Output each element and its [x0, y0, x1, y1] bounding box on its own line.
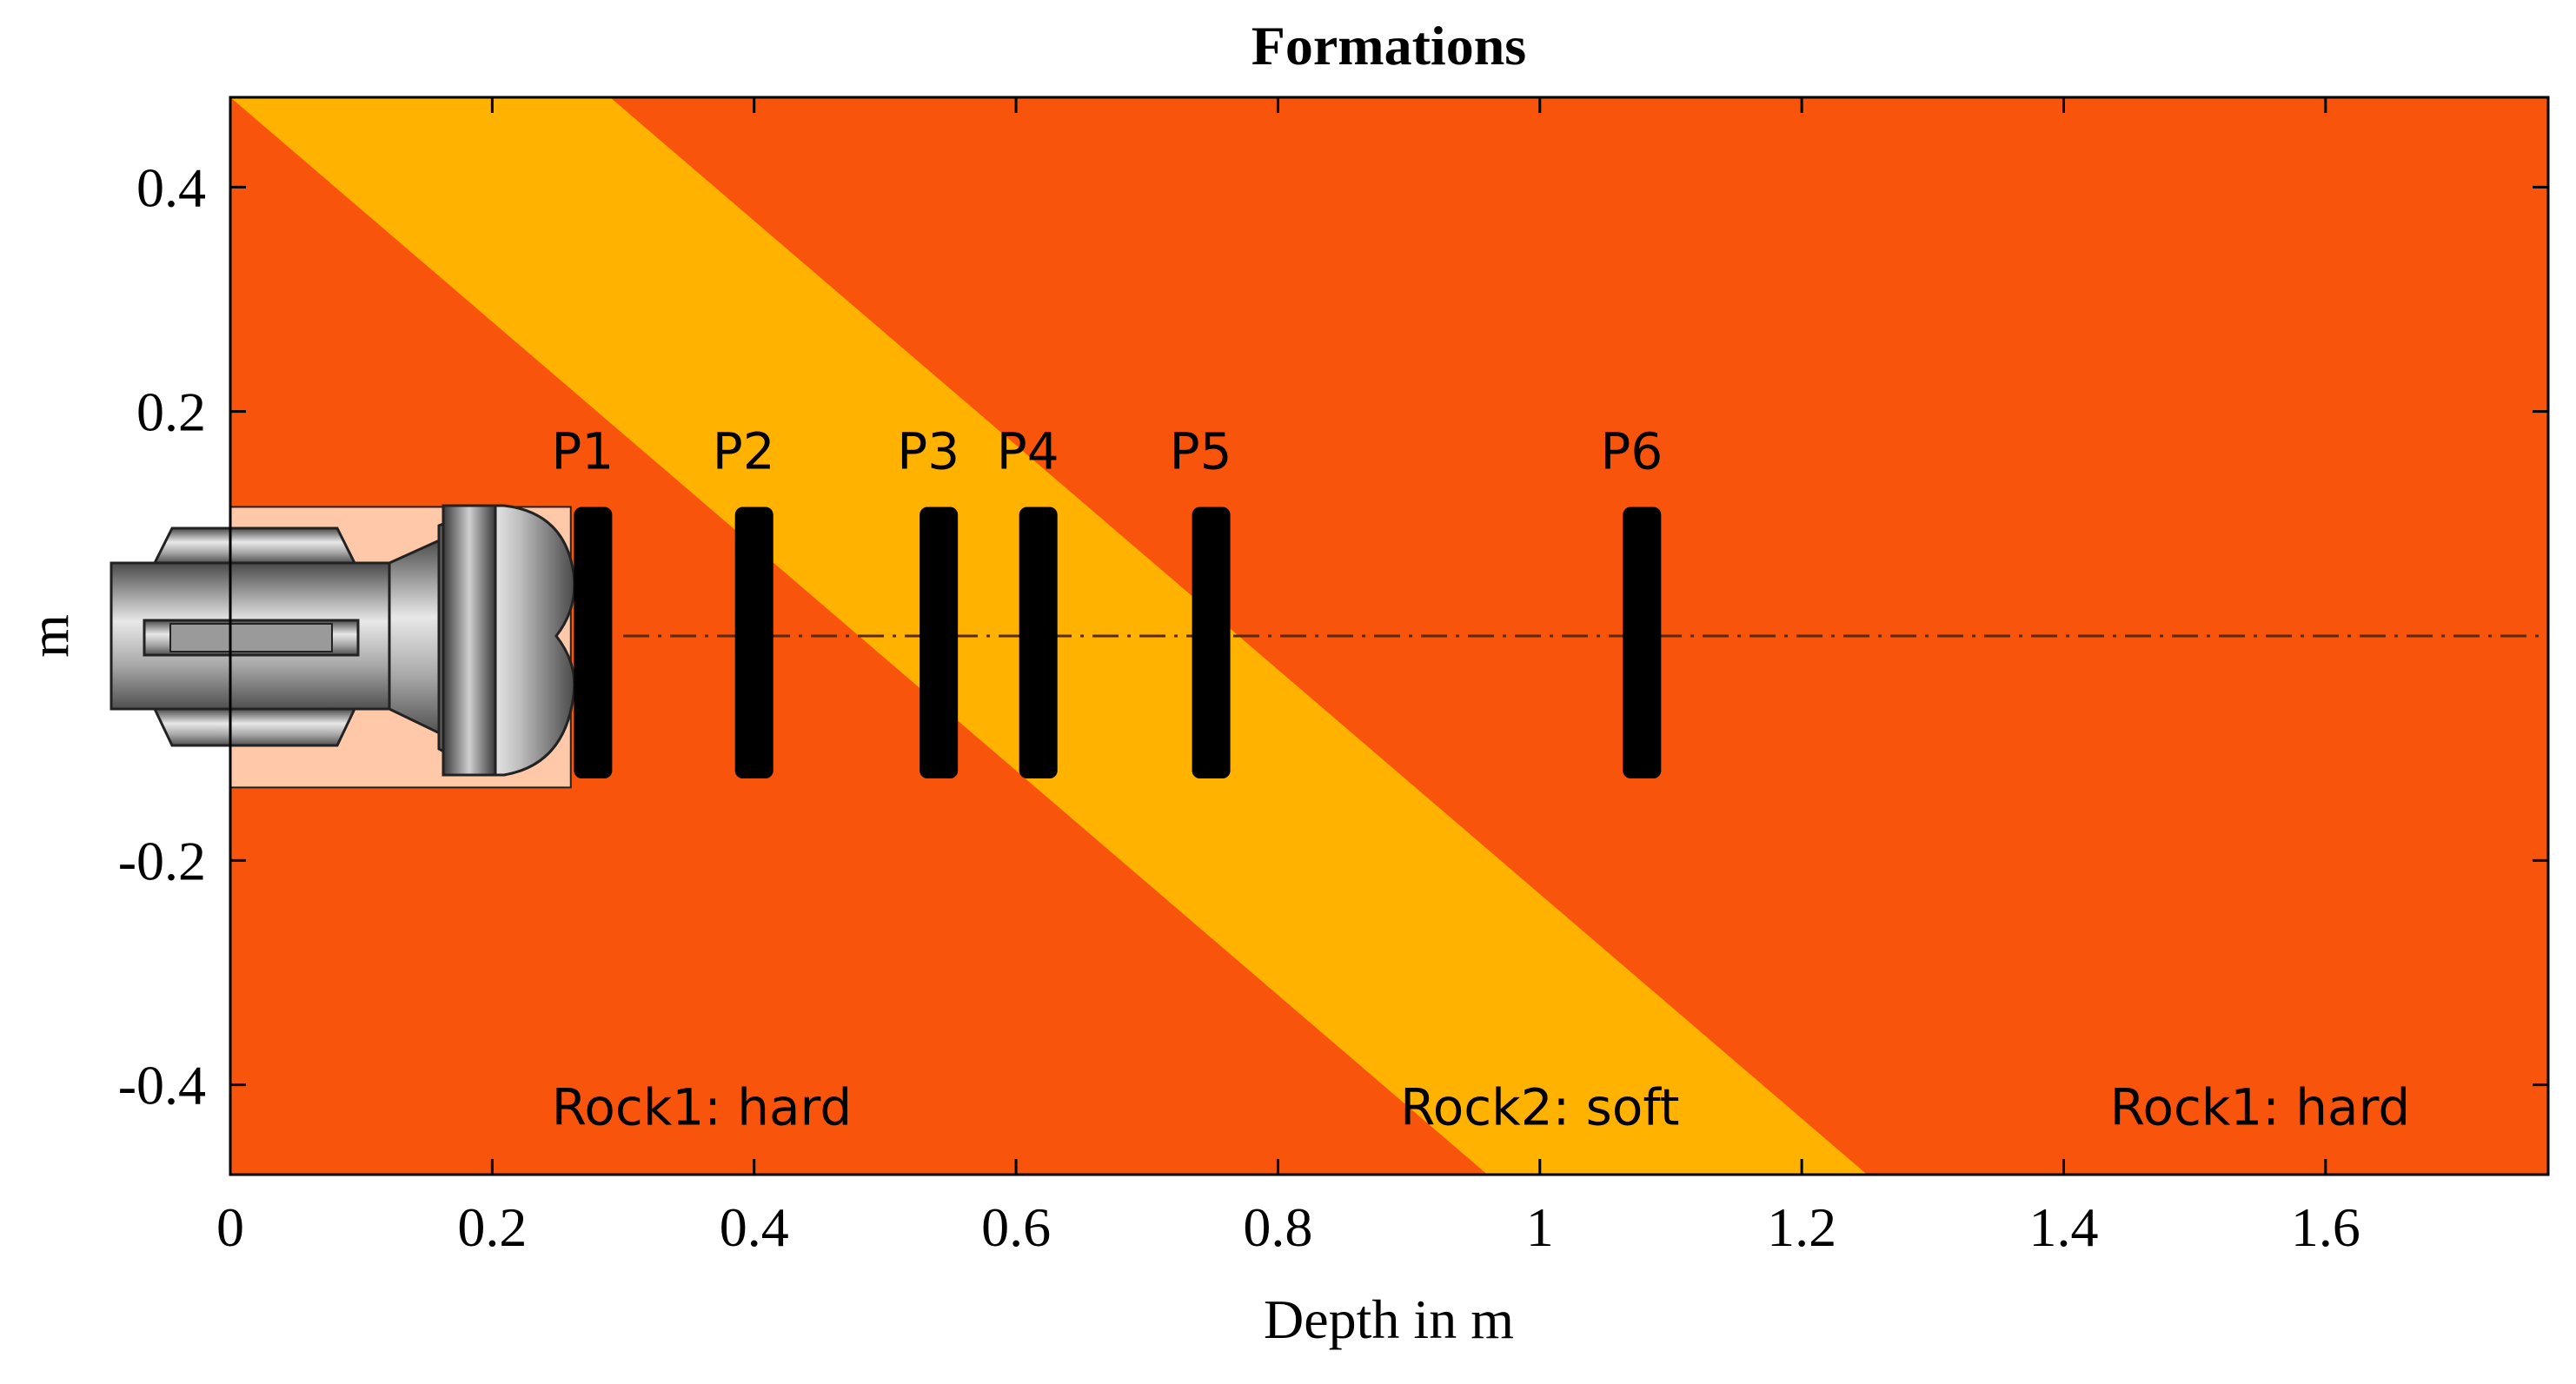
pad-label-p5: P5 [1170, 421, 1232, 480]
pad-p4 [1019, 507, 1058, 779]
y-tick-label: 0.4 [136, 156, 206, 218]
x-tick-label: 0.4 [720, 1196, 789, 1258]
pad-p3 [920, 507, 959, 779]
layer-label-2: Rock2: soft [1400, 1078, 1679, 1137]
x-axis-label: Depth in m [1264, 1288, 1514, 1350]
layer-label-1: Rock1: hard [552, 1078, 852, 1137]
x-tick-label: 1 [1526, 1196, 1554, 1258]
pad-label-p6: P6 [1600, 421, 1663, 480]
drill-tool [110, 504, 576, 789]
x-tick-label: 0.6 [981, 1196, 1051, 1258]
pad-label-p1: P1 [551, 421, 614, 480]
y-tick-label: -0.4 [118, 1055, 206, 1116]
pad-p6 [1623, 507, 1662, 779]
x-tick-label: 1.6 [2291, 1196, 2360, 1258]
tool-head-band [442, 504, 497, 777]
x-tick-label: 1.2 [1767, 1196, 1836, 1258]
y-axis-label: m [18, 614, 80, 658]
tool-bottom-collar [152, 707, 357, 747]
pad-p5 [1192, 507, 1231, 779]
pad-p2 [734, 507, 773, 779]
x-tick-label: 1.4 [2028, 1196, 2098, 1258]
pad-label-p4: P4 [997, 421, 1059, 480]
layer-label-3: Rock1: hard [2110, 1078, 2410, 1137]
pad-label-p2: P2 [713, 421, 775, 480]
plot-frame [229, 96, 2550, 1176]
tool-neck [388, 536, 445, 738]
y-tick-label: -0.2 [118, 830, 206, 891]
pad-p1 [574, 507, 613, 779]
x-tick-label: 0.8 [1243, 1196, 1312, 1258]
tool-slot-inner [169, 623, 333, 652]
x-tick-label: 0 [216, 1196, 244, 1258]
chart-title: Formations [1251, 15, 1526, 76]
x-tick-label: 0.2 [457, 1196, 527, 1258]
pad-label-p3: P3 [897, 421, 959, 480]
tool-top-collar [152, 526, 357, 565]
y-tick-label: 0.2 [136, 381, 206, 443]
